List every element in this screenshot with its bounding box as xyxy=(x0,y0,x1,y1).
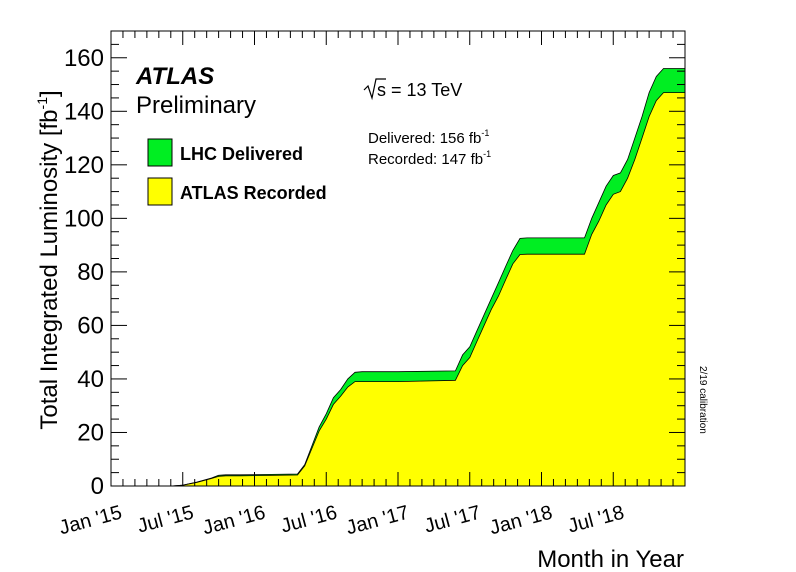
energy-value: 13 TeV xyxy=(407,80,463,100)
y-tick-label: 160 xyxy=(64,45,104,72)
delivered-total-text: Delivered: 156 fb xyxy=(368,130,481,147)
energy-label: s = 13 TeV xyxy=(363,78,462,101)
y-axis-label: Total Integrated Luminosity [fb-1] xyxy=(34,90,63,429)
energy-equals: = xyxy=(391,80,407,100)
y-tick-label: 20 xyxy=(77,419,104,446)
y-tick-label: 140 xyxy=(64,98,104,125)
energy-text: s = 13 TeV xyxy=(377,80,462,100)
legend-label-lhc-delivered: LHC Delivered xyxy=(180,144,303,164)
y-axis-label-exponent: -1 xyxy=(34,97,50,110)
y-axis-label-close: ] xyxy=(36,90,63,97)
series-area-atlas-recorded xyxy=(111,92,686,487)
x-axis-label: Month in Year xyxy=(537,546,684,572)
delivered-total: Delivered: 156 fb-1 xyxy=(368,128,489,147)
delivered-total-exp: -1 xyxy=(481,128,489,138)
y-tick-label: 60 xyxy=(77,312,104,339)
legend-swatch-atlas-recorded xyxy=(147,177,173,206)
legend-swatch-lhc-delivered xyxy=(147,138,173,167)
series-layer xyxy=(111,68,686,487)
y-tick-label: 0 xyxy=(91,473,104,500)
recorded-total-exp: -1 xyxy=(483,149,491,159)
calibration-note: 2/19 calibration xyxy=(697,366,708,434)
y-axis-label-text: Total Integrated Luminosity [fb xyxy=(36,109,63,429)
legend-label-atlas-recorded: ATLAS Recorded xyxy=(180,183,327,203)
recorded-total: Recorded: 147 fb-1 xyxy=(368,149,491,168)
y-tick-label: 120 xyxy=(64,152,104,179)
legend: LHC Delivered ATLAS Recorded xyxy=(147,138,327,206)
recorded-total-text: Recorded: 147 fb xyxy=(368,151,483,168)
y-tick-label: 40 xyxy=(77,366,104,393)
sqrt-symbol xyxy=(363,78,386,101)
energy-prefix: s xyxy=(377,80,386,100)
y-tick-label: 80 xyxy=(77,259,104,286)
y-tick-label: 100 xyxy=(64,205,104,232)
status-label: Preliminary xyxy=(136,92,256,119)
experiment-label: ATLAS xyxy=(135,63,214,90)
